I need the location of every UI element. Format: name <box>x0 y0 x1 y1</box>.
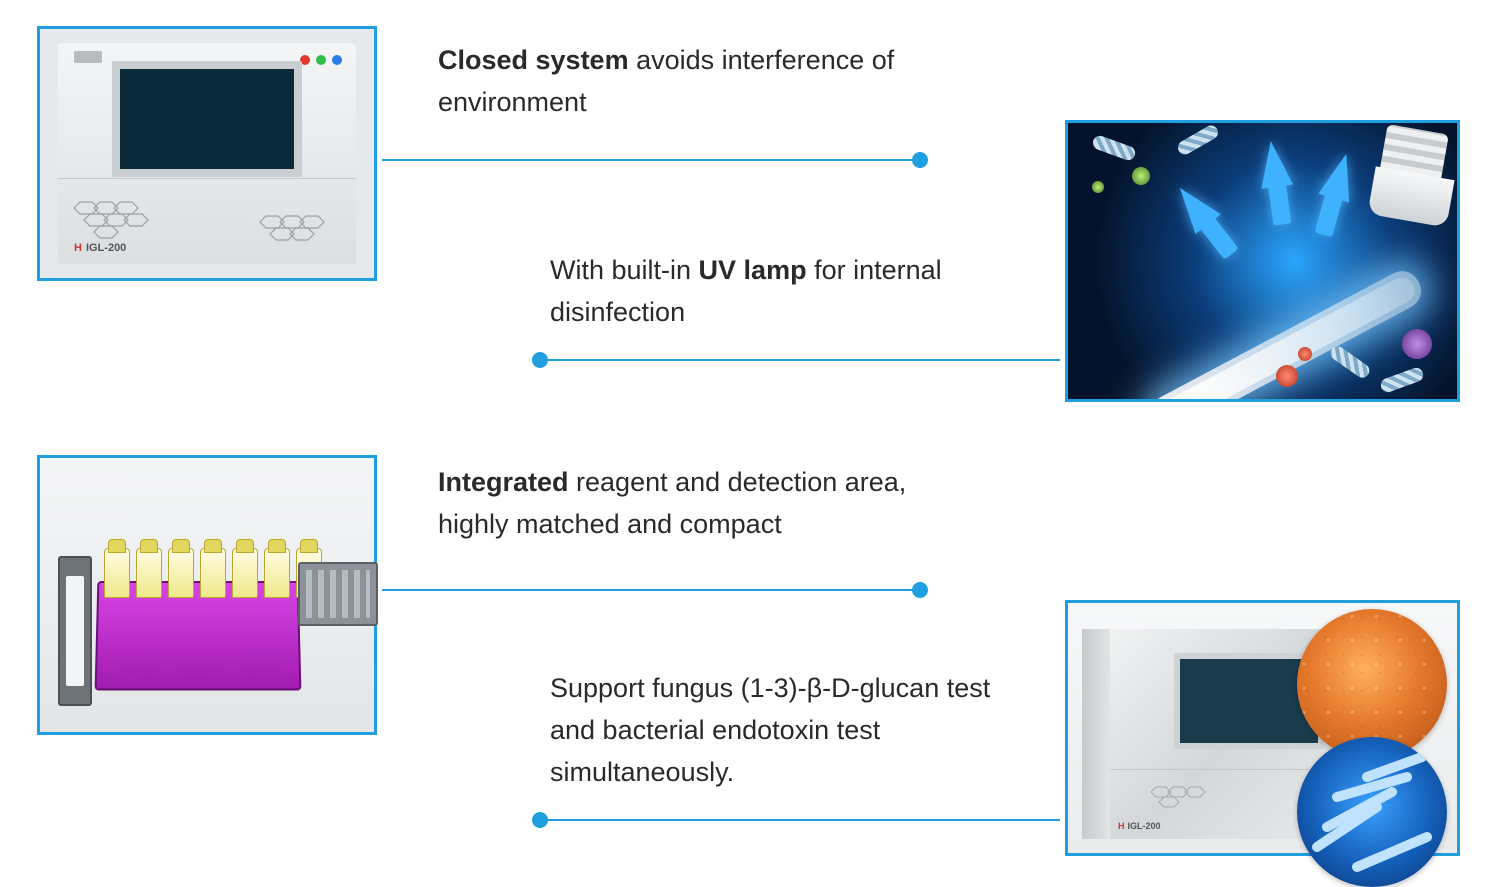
feature-dual-test: Support fungus (1-3)-β-D-glucan test and… <box>550 668 1030 794</box>
image-closed-system: HIGL-200 <box>37 26 377 281</box>
image-reagent-rack <box>37 455 377 735</box>
hex-pattern-icon <box>254 210 344 246</box>
image-uv-lamp <box>1065 120 1460 402</box>
device-lower-panel: HIGL-200 <box>58 178 356 264</box>
image-dual-test: HIGL-200 <box>1065 600 1460 856</box>
red-germ-icon <box>1276 365 1298 387</box>
red-germ-icon <box>1298 347 1312 361</box>
device-face: HIGL-200 <box>58 43 356 264</box>
power-button-icon <box>74 51 102 63</box>
vial-icon <box>168 548 194 598</box>
pathogen-blue-icon <box>1297 737 1447 887</box>
feature-pre: With built-in <box>550 255 699 285</box>
device-model-label: HIGL-200 <box>1118 821 1161 831</box>
vial-icon <box>232 548 258 598</box>
uv-arrow-icon <box>1255 139 1293 189</box>
uv-arrow-icon <box>1167 178 1221 234</box>
hex-pattern-icon <box>1146 782 1226 817</box>
hex-pattern-icon <box>68 196 178 242</box>
rack-tail-icon <box>298 562 378 626</box>
green-germ-icon <box>1132 167 1150 185</box>
purple-germ-icon <box>1402 329 1432 359</box>
worm-germ-icon <box>1379 366 1425 394</box>
green-germ-icon <box>1092 181 1104 193</box>
rack-arm-icon <box>58 556 92 706</box>
feature-bold: Integrated <box>438 467 569 497</box>
feature-plain: Support fungus (1-3)-β-D-glucan test and… <box>550 673 990 787</box>
device-model-label: HIGL-200 <box>74 242 126 254</box>
vial-icon <box>104 548 130 598</box>
worm-germ-icon <box>1328 344 1372 381</box>
status-leds <box>300 55 342 65</box>
feature-integrated: Integrated reagent and detection area, h… <box>438 462 978 546</box>
feature-closed-system: Closed system avoids interference of env… <box>438 40 978 124</box>
feature-bold: Closed system <box>438 45 629 75</box>
vial-row <box>104 548 322 598</box>
vial-icon <box>264 548 290 598</box>
worm-germ-icon <box>1091 134 1137 162</box>
led-green-icon <box>316 55 326 65</box>
led-blue-icon <box>332 55 342 65</box>
worm-germ-icon <box>1175 123 1220 157</box>
bulb-socket-icon <box>1355 129 1451 259</box>
feature-bold: UV lamp <box>699 255 807 285</box>
vial-icon <box>200 548 226 598</box>
feature-uv-lamp: With built-in UV lamp for internal disin… <box>550 250 1030 334</box>
vial-icon <box>136 548 162 598</box>
device-screen-icon <box>112 61 302 177</box>
